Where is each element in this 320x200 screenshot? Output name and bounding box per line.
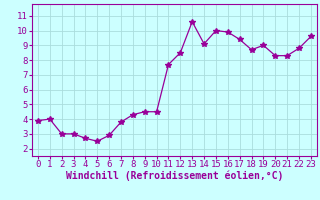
X-axis label: Windchill (Refroidissement éolien,°C): Windchill (Refroidissement éolien,°C) [66, 171, 283, 181]
